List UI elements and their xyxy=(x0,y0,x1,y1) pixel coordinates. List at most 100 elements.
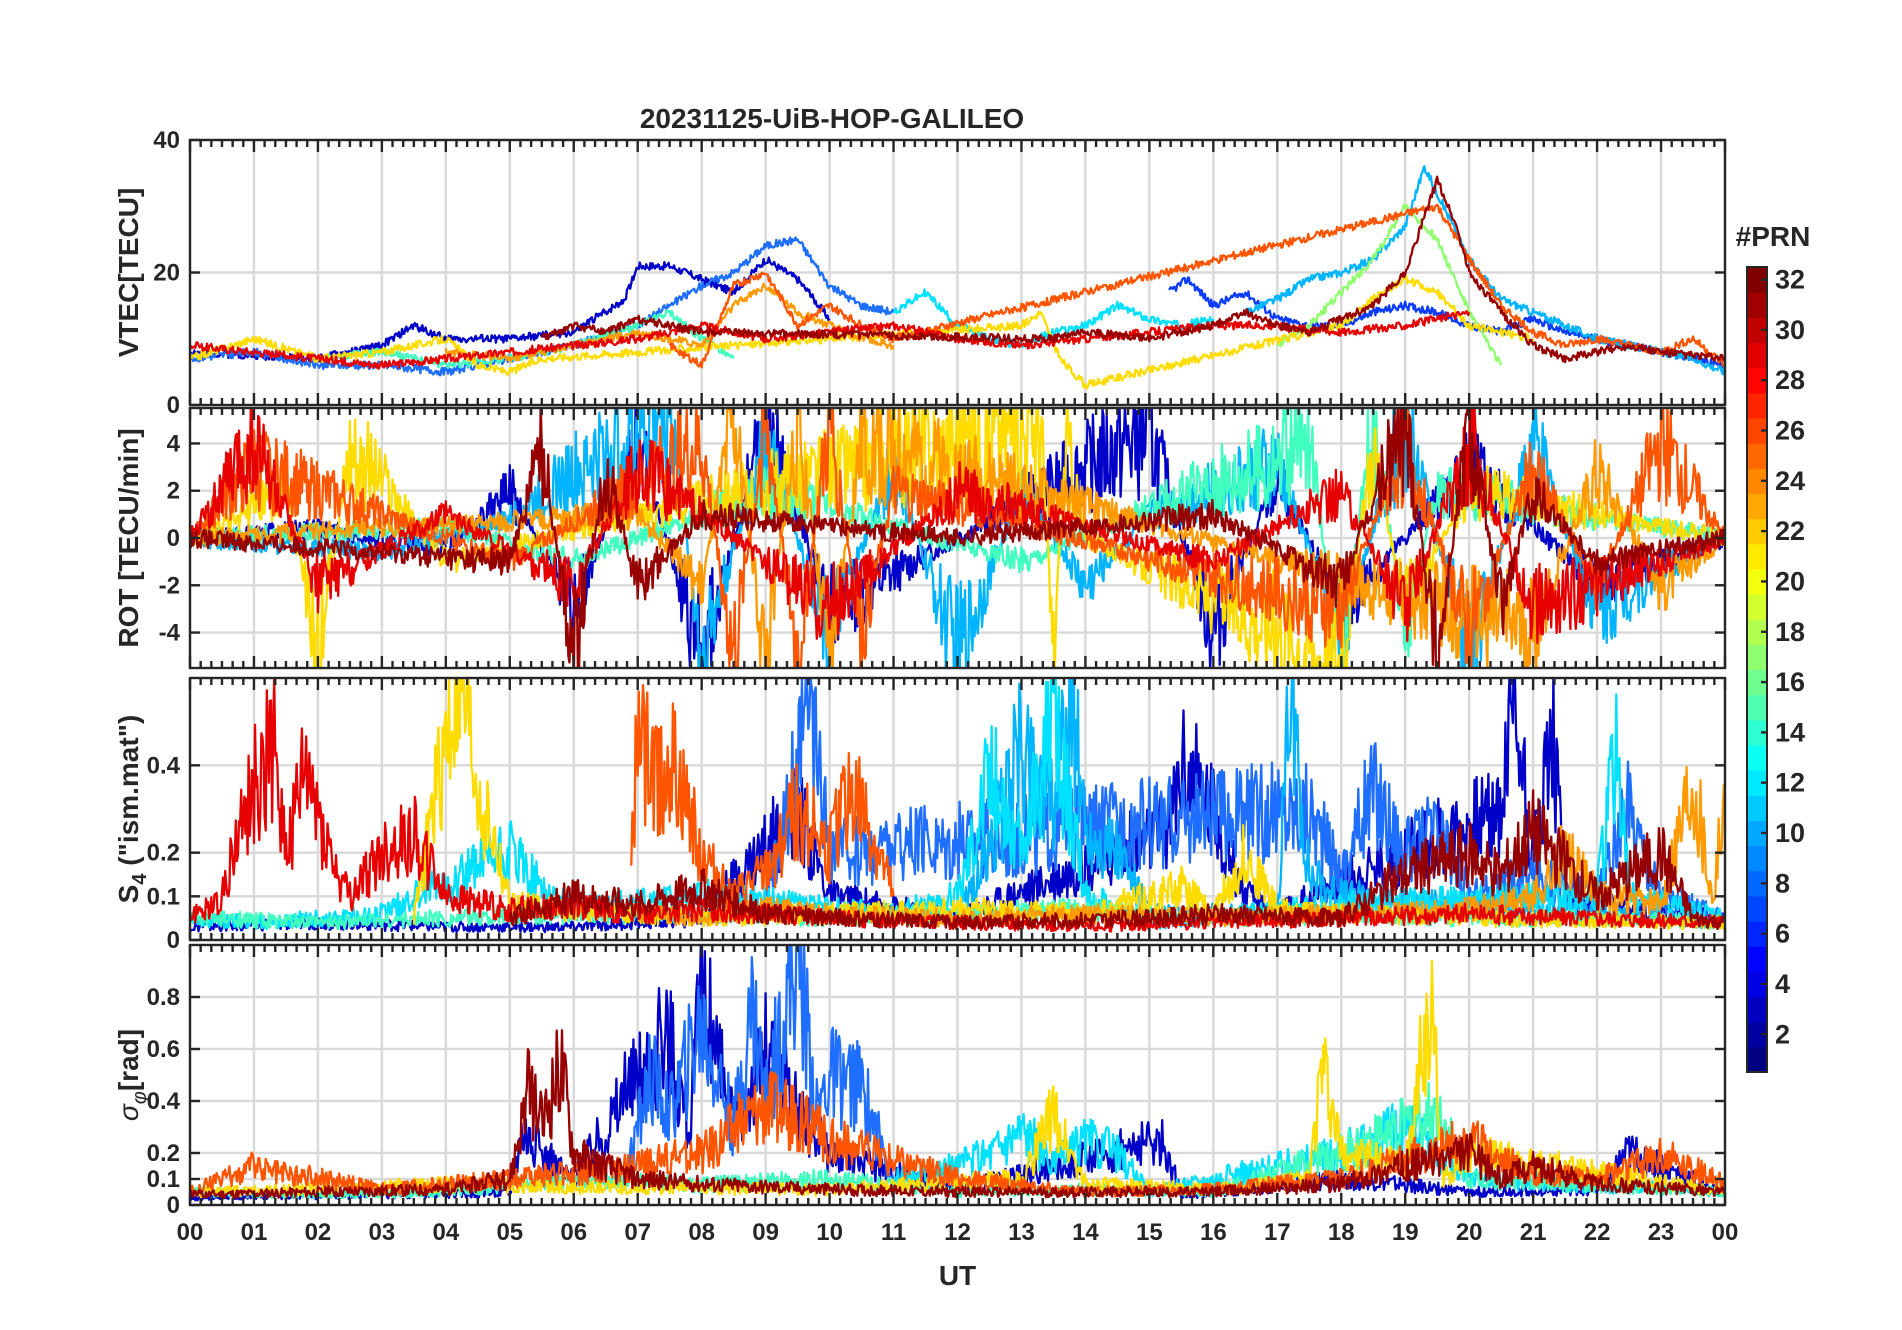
x-tick-label: 23 xyxy=(1648,1219,1675,1246)
colorbar-segment xyxy=(1747,1021,1767,1048)
colorbar-tick-label: 26 xyxy=(1775,416,1805,446)
colorbar-segment xyxy=(1747,493,1767,520)
colorbar-tick-label: 32 xyxy=(1775,265,1805,295)
x-axis-label: UT xyxy=(939,1260,976,1291)
colorbar-tick-label: 6 xyxy=(1775,919,1790,949)
x-tick-label: 02 xyxy=(305,1219,332,1246)
panel-3: 0 0.1 0.2 0.4S4 ("ism.mat") xyxy=(113,676,1727,954)
colorbar-segment xyxy=(1747,1046,1767,1073)
x-tick-label: 15 xyxy=(1136,1219,1163,1246)
series-prn-26 xyxy=(190,408,1725,668)
x-tick-label: 00 xyxy=(1712,1219,1739,1246)
colorbar-tick-label: 2 xyxy=(1775,1019,1790,1049)
series-prn-10 xyxy=(1244,165,1725,376)
series-prn-5 xyxy=(1168,276,1725,370)
colorbar-segment xyxy=(1747,568,1767,595)
colorbar-segment xyxy=(1747,619,1767,645)
colorbar-segment xyxy=(1747,946,1767,972)
traces xyxy=(190,945,1725,1202)
colorbar-segment xyxy=(1747,694,1767,721)
x-tick-label: 09 xyxy=(752,1219,779,1246)
colorbar-segment xyxy=(1747,543,1767,570)
colorbar-segment xyxy=(1747,795,1767,822)
colorbar-tick-label: 10 xyxy=(1775,818,1805,848)
colorbar-label: #PRN xyxy=(1736,221,1811,252)
colorbar-tick-label: 22 xyxy=(1775,516,1805,546)
x-tick-label: 18 xyxy=(1328,1219,1355,1246)
x-tick-label: 16 xyxy=(1200,1219,1227,1246)
series-prn-31 xyxy=(190,408,1725,668)
series-prn-31 xyxy=(508,789,1725,931)
y-tick-label: 0.8 xyxy=(147,984,180,1011)
y-tick-label: 40 xyxy=(153,127,180,154)
y-axis-label: VTEC[TECU] xyxy=(113,188,144,358)
x-ticks xyxy=(188,408,1727,668)
traces xyxy=(190,165,1725,390)
y-axis-label: ROT [TECU/min] xyxy=(113,428,144,647)
colorbar-segment xyxy=(1747,870,1767,897)
y-tick-label: 20 xyxy=(153,260,180,287)
y-tick-label: 0 xyxy=(167,927,180,954)
colorbar-tick-label: 30 xyxy=(1775,315,1805,345)
colorbar-segment xyxy=(1747,518,1767,545)
x-tick-label: 11 xyxy=(881,1219,906,1246)
colorbar-segment xyxy=(1747,292,1767,318)
y-tick-label: 0.6 xyxy=(147,1036,180,1063)
colorbar-tick-label: 18 xyxy=(1775,617,1805,647)
series-prn-7 xyxy=(190,236,895,377)
colorbar-segment xyxy=(1747,971,1767,998)
x-tick-label: 21 xyxy=(1520,1219,1547,1246)
series-prn-31 xyxy=(540,175,1725,364)
x-tick-label: 13 xyxy=(1008,1219,1035,1246)
y-tick-label: 0.2 xyxy=(147,840,180,867)
series-prn-7 xyxy=(623,945,895,1183)
y-tick-label: 0.1 xyxy=(147,1166,180,1193)
colorbar-segment xyxy=(1747,845,1767,872)
x-tick-label: 07 xyxy=(624,1219,651,1246)
x-tick-label: 12 xyxy=(944,1219,971,1246)
colorbar-tick-label: 20 xyxy=(1775,566,1805,596)
colorbar-segment xyxy=(1747,770,1767,796)
colorbar-segment xyxy=(1747,644,1767,671)
x-tick-label: 03 xyxy=(369,1219,396,1246)
y-tick-label: 0.4 xyxy=(147,1088,181,1115)
colorbar-tick-label: 14 xyxy=(1775,717,1805,747)
colorbar-segment xyxy=(1747,367,1767,394)
y-tick-label: -2 xyxy=(159,572,180,599)
colorbar-frame xyxy=(1746,266,1768,1073)
x-tick-label: 14 xyxy=(1072,1219,1099,1246)
shared-x-axis: 00 01 02 03 04 05 06 07 08 09 10 11 12 13 14 15 16 17 18 19… xyxy=(177,1219,1739,1291)
y-axis-label: S4 ("ism.mat") xyxy=(113,715,151,904)
x-ticks xyxy=(188,140,1727,405)
colorbar-segment xyxy=(1747,895,1767,922)
x-tick-label: 19 xyxy=(1392,1219,1419,1246)
y-tick-label: 0 xyxy=(167,525,180,552)
series-prn-31 xyxy=(190,1029,1725,1200)
x-tick-label: 00 xyxy=(177,1219,204,1246)
colorbar-segment xyxy=(1747,342,1767,369)
series-prn-12 xyxy=(893,288,1215,349)
panel-4: 00.10.2 0.4 0.6 0.8 σφ[rad] xyxy=(113,943,1727,1219)
x-tick-label: 22 xyxy=(1584,1219,1611,1246)
y-tick-label: 0.1 xyxy=(147,883,180,910)
series-prn-15 xyxy=(190,897,1725,931)
x-tick-label: 04 xyxy=(432,1219,459,1246)
colorbar-tick-label: 28 xyxy=(1775,365,1805,395)
colorbar-tick-label: 24 xyxy=(1775,466,1805,496)
y-tick-label: 0 xyxy=(167,1192,180,1219)
colorbar-segment xyxy=(1747,392,1767,419)
x-ticks xyxy=(188,678,1727,940)
colorbar-segment xyxy=(1747,443,1767,469)
series-prn-26 xyxy=(668,203,1725,369)
x-tick-label: 01 xyxy=(241,1219,268,1246)
y-tick-label: 4 xyxy=(167,430,181,457)
colorbar-segment xyxy=(1747,820,1767,847)
traces xyxy=(190,678,1725,934)
x-tick-label: 08 xyxy=(688,1219,715,1246)
colorbar-segment xyxy=(1747,267,1767,293)
x-tick-label: 10 xyxy=(816,1219,843,1246)
y-tick-label: 2 xyxy=(167,478,180,505)
x-tick-label: 17 xyxy=(1264,1219,1291,1246)
